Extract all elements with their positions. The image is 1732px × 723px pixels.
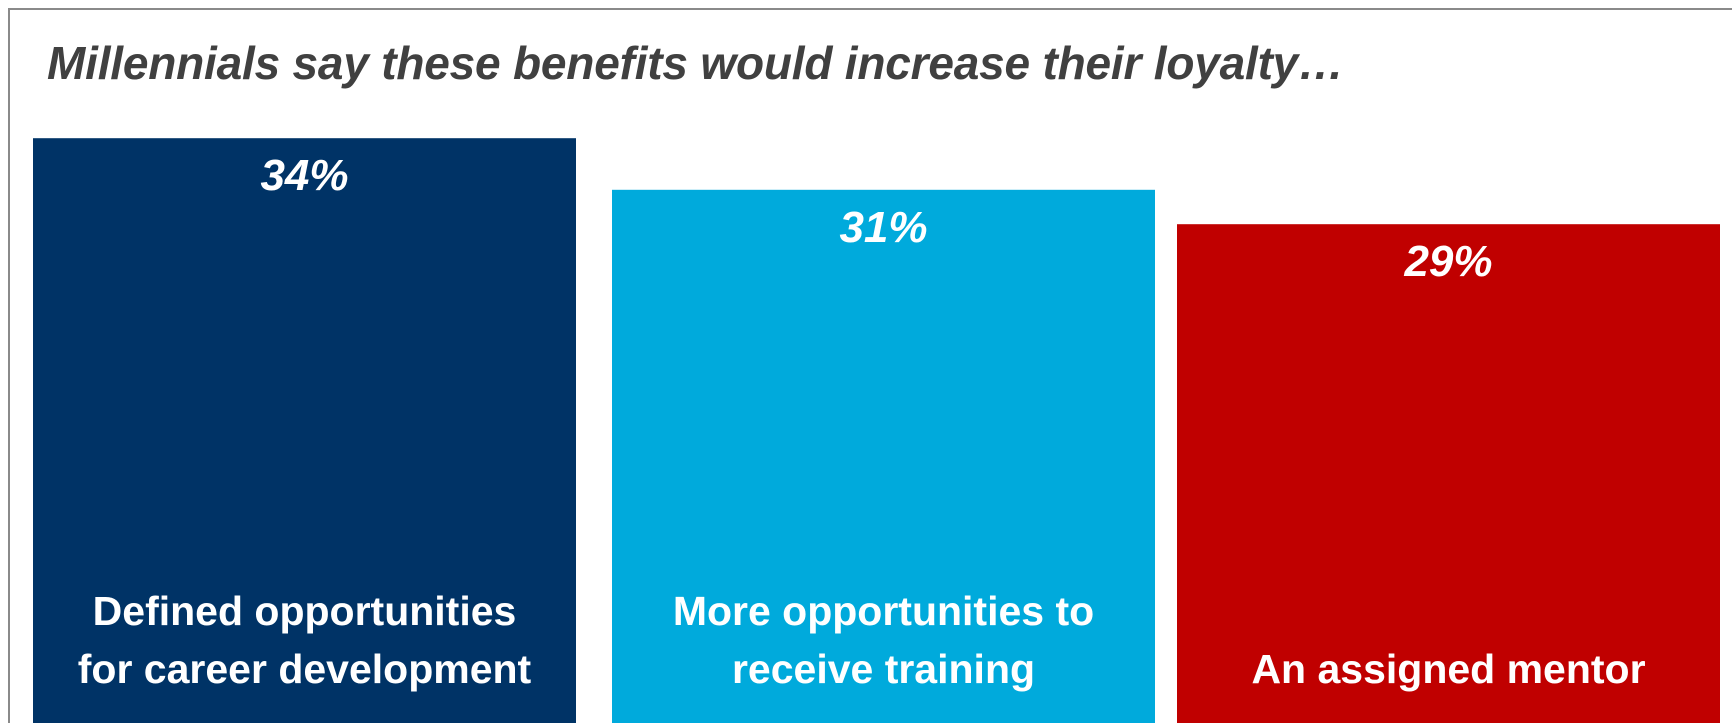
bar-category-label-3-line-1: An assigned mentor: [1251, 646, 1645, 692]
bar-category-label-1-line-1: Defined opportunities: [93, 588, 517, 634]
bar-value-label-3: 29%: [1403, 237, 1492, 286]
bar-2: [612, 189, 1155, 723]
bar-category-label-2-line-1: More opportunities to: [673, 588, 1094, 634]
bar-category-label-1-line-2: for career development: [78, 646, 532, 692]
bar-category-label-2-line-2: receive training: [732, 646, 1035, 692]
bar-value-label-2: 31%: [839, 203, 927, 252]
chart-title: Millennials say these benefits would inc…: [47, 37, 1344, 89]
bar-3: [1177, 224, 1720, 723]
bar-value-label-1: 34%: [260, 151, 348, 200]
bar-1: [33, 138, 576, 723]
